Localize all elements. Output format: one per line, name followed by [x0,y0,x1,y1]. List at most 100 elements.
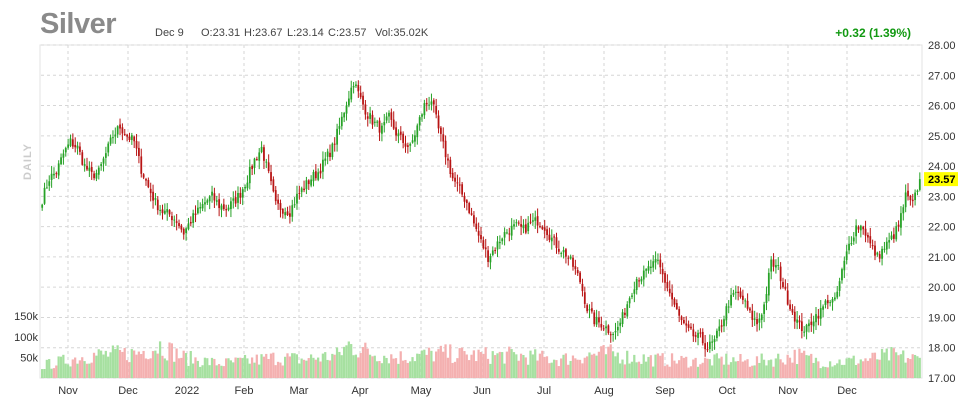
volume-bar [373,355,376,378]
volume-bar [116,345,119,378]
candle-body [664,273,666,283]
volume-bar [482,353,485,378]
candle-body [647,266,650,271]
volume-bar [180,357,183,378]
candle-body [855,225,858,237]
volume-bar [281,365,284,378]
volume-bar [503,363,506,378]
volume-bar [83,361,86,378]
candle-body [546,229,548,236]
volume-bar [243,354,247,378]
candle-body [50,173,53,180]
volume-bar [597,351,601,378]
candle-body [293,204,296,206]
candle-body [487,250,489,262]
volume-bar [845,358,848,378]
candle-body [444,140,447,158]
candle-body [53,173,55,176]
candle-body [645,269,648,271]
volume-bar [111,345,115,378]
candle-body [222,204,225,210]
volume-bar [843,364,846,378]
volume-bar [241,358,244,378]
candle-body [171,216,173,221]
candle-body [803,331,806,333]
volume-bar [633,354,636,378]
candle-body [574,266,577,270]
candle-body [324,158,327,161]
candle-body [494,250,497,252]
month-axis: Nov Dec 2022 Feb Mar Apr May Jun Jul Aug Sep Oct Nov… [58,385,857,397]
volume-bar [784,364,787,378]
candle-body [331,143,334,158]
candle-body [654,259,657,263]
candle-body [409,143,412,146]
candle-body [746,300,749,309]
volume-bar [866,360,869,378]
volume-tick-label: 150k [14,311,38,323]
volume-bar [795,364,799,378]
candle-body [633,289,636,294]
candle-body [369,113,372,119]
candle-body [458,184,461,186]
volume-bar [236,357,240,378]
volume-bar [90,362,93,378]
volume-bar [335,347,339,378]
volume-bar [208,365,211,378]
volume-bar [401,360,405,378]
candle-body [253,158,256,168]
candle-body [310,179,313,186]
volume-bar [52,368,56,378]
candle-body [385,116,388,121]
volume-bar [772,366,775,378]
candle-body [694,335,697,337]
volume-bar [788,357,792,378]
candle-body [470,213,473,215]
candle-body [567,257,570,259]
candle-body [145,179,147,181]
price-tick-label: 21.00 [928,252,956,264]
volume-bar [781,362,785,378]
candle-body [388,112,390,117]
volume-bar [378,361,381,378]
candle-body [95,173,98,179]
candle-body [284,212,287,216]
volume-bar [862,361,865,378]
volume-bar [371,356,374,378]
volume-bar [847,357,851,378]
candle-body [263,147,265,161]
volume-bar [824,366,827,378]
volume-bar [722,364,726,378]
volume-bar [465,354,468,378]
volume-bar [564,353,567,378]
candle-body [102,158,105,164]
volume-bar [725,353,728,378]
candle-body [296,193,298,204]
candle-body [527,222,530,232]
volume-bar [619,363,622,378]
candle-body [93,173,95,179]
candle-body [350,87,353,100]
volume-bar [496,353,499,378]
volume-bar [803,350,806,378]
volume-bar [560,358,563,378]
candle-body [237,192,239,203]
volume-bar [404,359,407,378]
volume-bar [147,359,150,378]
candle-body [345,105,348,114]
volume-bar [484,347,487,378]
volume-bar [114,349,117,378]
candle-body [100,164,103,166]
volume-bar [550,362,553,378]
candle-body [791,308,794,313]
candle-body [461,184,464,195]
candle-body [305,180,308,190]
candle-body [902,207,905,214]
volume-bar [642,354,645,378]
volume-bar [409,361,412,378]
candle-body [833,297,836,300]
candle-body [770,259,773,272]
volume-bar [78,360,81,378]
candle-body [43,187,46,204]
volume-bar [298,363,301,378]
